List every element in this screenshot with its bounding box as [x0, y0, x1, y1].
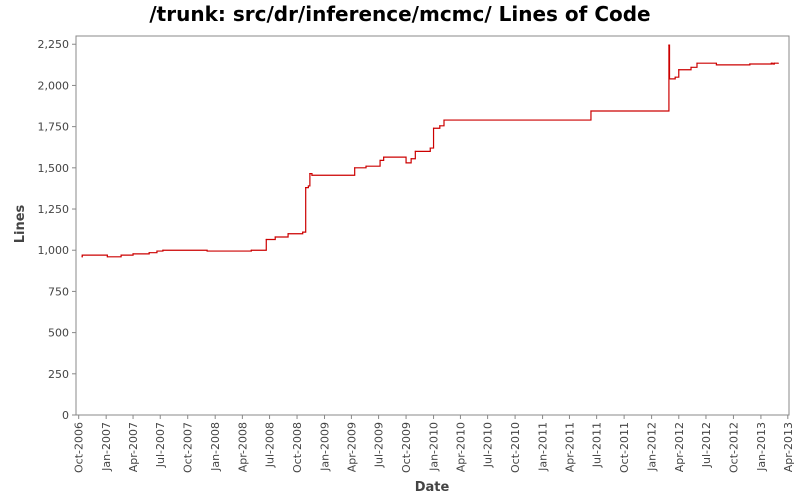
x-tick-label: Jan-2009: [319, 422, 332, 472]
x-tick-label: Oct-2008: [291, 422, 304, 473]
y-tick-label: 1,500: [38, 162, 70, 175]
data-point: [162, 249, 164, 251]
data-point: [383, 156, 385, 158]
data-point: [674, 76, 676, 78]
chart-title: /trunk: src/dr/inference/mcmc/ Lines of …: [149, 2, 651, 26]
data-point: [156, 250, 158, 252]
y-axis-title: Lines: [13, 204, 28, 243]
data-point: [206, 250, 208, 252]
data-point: [777, 62, 779, 64]
y-axis: 0 250 500 750 1,000 1,250 1,500 1,750 2,000 2,250: [38, 38, 76, 422]
x-tick-label: Apr-2013: [782, 422, 795, 472]
data-point: [365, 165, 367, 167]
data-point: [678, 69, 680, 71]
data-point: [302, 231, 304, 233]
data-point: [439, 125, 441, 127]
y-tick-label: 1,250: [38, 203, 70, 216]
data-point: [148, 252, 150, 254]
y-tick-label: 500: [48, 327, 69, 340]
y-tick-label: 1,000: [38, 244, 70, 257]
data-point: [668, 78, 671, 80]
x-tick-label: Apr-2012: [673, 422, 686, 472]
x-tick-label: Jan-2007: [100, 422, 113, 472]
data-point: [106, 256, 108, 258]
data-point: [590, 110, 592, 112]
x-tick-label: Oct-2009: [400, 422, 413, 473]
data-point: [81, 256, 83, 258]
x-tick-label: Jul-2009: [373, 422, 386, 468]
data-point: [305, 187, 307, 189]
x-tick-label: Jul-2010: [482, 422, 495, 468]
data-point: [770, 62, 772, 64]
x-axis-title: Date: [415, 480, 450, 495]
x-tick-label: Apr-2007: [127, 422, 140, 472]
x-tick-label: Jan-2012: [646, 422, 659, 472]
y-tick-label: 250: [48, 368, 69, 381]
y-tick-label: 2,250: [38, 38, 70, 51]
data-point: [311, 174, 313, 176]
data-point: [405, 162, 407, 164]
data-point: [443, 119, 445, 121]
x-tick-label: Jan-2010: [428, 422, 441, 472]
y-tick-label: 750: [48, 285, 69, 298]
series-layer: [81, 44, 779, 258]
x-tick-label: Apr-2011: [563, 422, 576, 472]
y-tick-label: 2,000: [38, 79, 70, 92]
x-tick-label: Oct-2010: [509, 422, 522, 473]
x-tick-label: Oct-2006: [73, 422, 86, 473]
x-tick-label: Apr-2009: [345, 422, 358, 472]
x-tick-label: Apr-2010: [454, 422, 467, 472]
plot-area: [75, 35, 790, 416]
data-point: [749, 63, 751, 65]
x-tick-label: Jul-2008: [264, 422, 277, 468]
data-point: [120, 254, 122, 256]
data-point: [773, 62, 775, 64]
x-tick-label: Jul-2007: [154, 422, 167, 468]
x-tick-label: Jul-2012: [700, 422, 713, 468]
data-point: [715, 64, 718, 66]
data-point: [132, 253, 134, 255]
data-point: [432, 127, 435, 129]
y-tick-label: 1,750: [38, 121, 70, 134]
x-tick-label: Jan-2008: [209, 422, 222, 472]
data-point: [287, 233, 289, 235]
x-tick-label: Apr-2008: [236, 422, 249, 472]
x-tick-label: Oct-2011: [618, 422, 631, 473]
x-tick-label: Jul-2011: [591, 422, 604, 468]
data-point: [307, 185, 309, 187]
data-point: [309, 172, 311, 175]
data-point: [410, 158, 412, 160]
data-point: [81, 254, 83, 256]
x-tick-label: Oct-2007: [182, 422, 195, 473]
data-point: [772, 63, 774, 65]
data-point: [379, 159, 381, 162]
y-tick-label: 0: [62, 409, 69, 422]
x-axis: Oct-2006 Jan-2007 Apr-2007 Jul-2007 Oct-2007…: [73, 415, 795, 473]
data-point: [414, 150, 416, 152]
data-point: [354, 167, 356, 169]
data-point: [265, 238, 267, 241]
data-point: [696, 62, 698, 64]
data-point: [250, 249, 252, 251]
x-tick-label: Oct-2012: [727, 422, 740, 473]
data-point: [429, 147, 431, 149]
data-point: [668, 44, 670, 46]
data-point: [274, 236, 276, 238]
x-tick-label: Jan-2013: [755, 422, 768, 472]
data-point: [690, 66, 692, 68]
x-tick-label: Jan-2011: [537, 422, 550, 472]
